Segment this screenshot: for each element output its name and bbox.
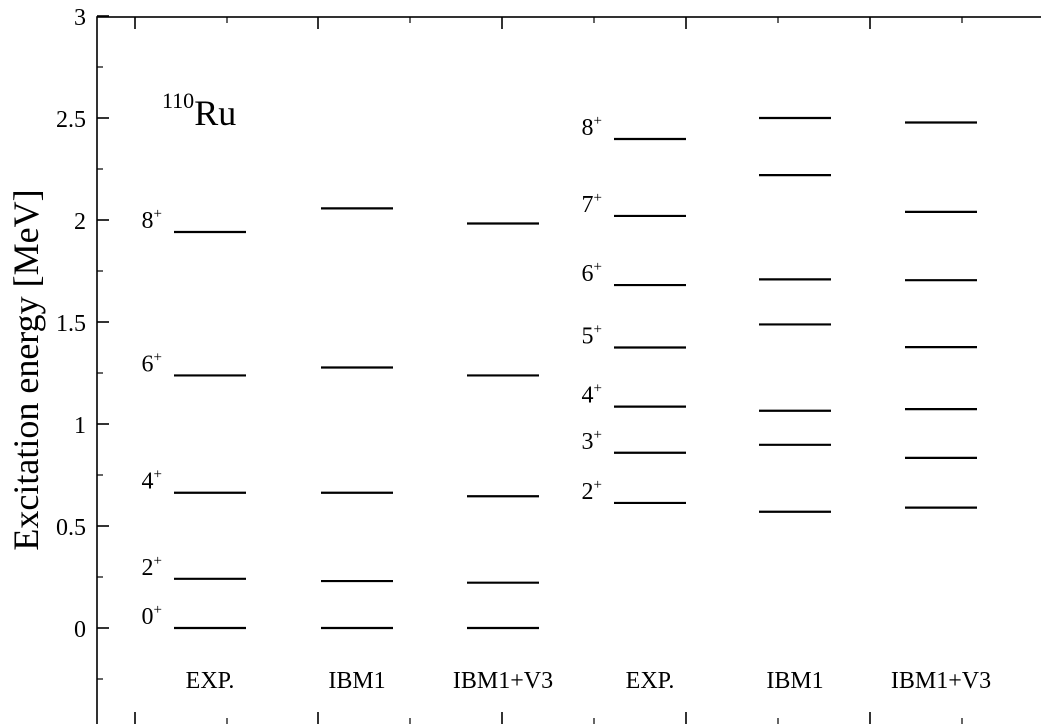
spin-parity-label: 6+ [582, 259, 602, 287]
spin-parity-label: 3+ [582, 427, 602, 455]
spin-value: 7 [582, 192, 594, 218]
column-label: EXP. [186, 668, 235, 694]
column-label: IBM1+V3 [891, 668, 991, 694]
axis-ticks: 0 0.5 1 1.5 2 2.5 3 [56, 5, 963, 724]
y-tick-label: 1 [74, 413, 86, 439]
y-tick-label: 2.5 [56, 107, 86, 133]
spin-value: 6 [582, 261, 594, 287]
y-tick-label: 0.5 [56, 515, 86, 541]
y-tick-label: 2 [74, 209, 86, 235]
spin-value: 2 [582, 479, 594, 505]
spin-parity-label: 8+ [142, 206, 162, 234]
plot-frame [96, 16, 1041, 724]
nucleus-mass-number: 110 [162, 88, 194, 113]
spin-value: 3 [582, 429, 594, 455]
spin-parity-label: 6+ [142, 349, 162, 377]
spin-value: 8 [582, 115, 594, 141]
parity-value: + [154, 467, 162, 483]
energy-levels [174, 116, 977, 630]
y-axis-label: Excitation energy [MeV] [6, 189, 46, 550]
spin-value: 6 [142, 351, 154, 377]
parity-value: + [594, 190, 602, 206]
spin-parity-label: 4+ [142, 467, 162, 495]
y-tick-label: 0 [74, 617, 86, 643]
column-label: EXP. [626, 668, 675, 694]
parity-value: + [154, 602, 162, 618]
nucleus-label: 110Ru [162, 88, 236, 133]
y-tick-label: 3 [74, 5, 86, 31]
y-tick-label: 1.5 [56, 311, 86, 337]
spin-value: 5 [582, 324, 594, 350]
spin-value: 4 [142, 469, 154, 495]
spin-value: 4 [582, 383, 594, 409]
parity-value: + [594, 113, 602, 129]
spin-parity-label: 8+ [582, 113, 602, 141]
parity-value: + [154, 349, 162, 365]
parity-value: + [594, 427, 602, 443]
parity-value: + [594, 259, 602, 275]
column-label: IBM1 [328, 668, 385, 694]
parity-value: + [154, 553, 162, 569]
chart-labels: EXP.0+2+4+6+8+IBM1 IBM1+V3 EXP.2+3+4+5+6+7… [142, 113, 992, 694]
spin-parity-label: 7+ [582, 190, 602, 218]
spin-parity-label: 2+ [582, 477, 602, 505]
spin-value: 0 [142, 604, 154, 630]
spin-parity-label: 2+ [142, 553, 162, 581]
parity-value: + [154, 206, 162, 222]
spin-value: 8 [142, 208, 154, 234]
parity-value: + [594, 477, 602, 493]
nucleus-element: Ru [194, 93, 236, 133]
spin-value: 2 [142, 555, 154, 581]
parity-value: + [594, 322, 602, 338]
spin-parity-label: 4+ [582, 381, 602, 409]
column-label: IBM1+V3 [453, 668, 553, 694]
column-label: IBM1 [766, 668, 823, 694]
spin-parity-label: 0+ [142, 602, 162, 630]
spin-parity-label: 5+ [582, 322, 602, 350]
parity-value: + [594, 381, 602, 397]
